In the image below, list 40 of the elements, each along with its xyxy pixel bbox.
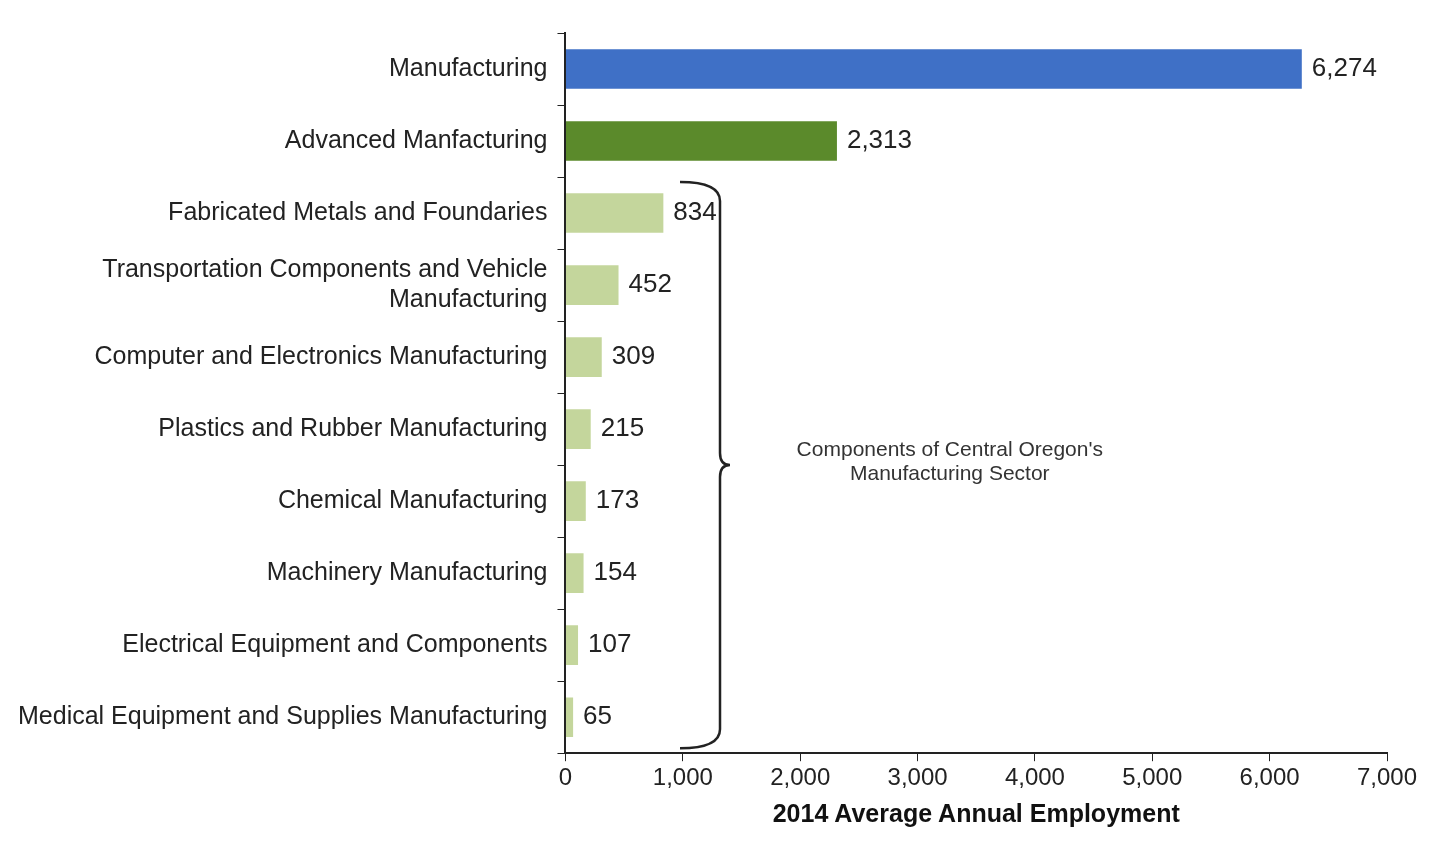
y-tick-label: Electrical Equipment and Components [122, 629, 548, 658]
x-tick-label: 0 [558, 763, 573, 791]
data-label: 154 [593, 556, 637, 587]
y-tick-label: Medical Equipment and Supplies Manufacturing [18, 701, 548, 730]
bar [565, 49, 1302, 89]
data-label: 215 [600, 412, 645, 443]
y-tick-label: Fabricated Metals and Foundaries [168, 196, 548, 225]
data-label: 452 [628, 268, 672, 299]
data-label: 173 [595, 484, 640, 515]
data-label: 834 [673, 196, 717, 227]
y-tick-label: Manufacturing [389, 52, 548, 81]
y-tick-label: Computer and Electronics Manufacturing [94, 340, 548, 369]
data-label: 2,313 [846, 124, 913, 155]
annotation: Components of Central Oregon's Manufacturing Sector [795, 437, 1104, 486]
x-tick-label: 7,000 [1356, 763, 1418, 791]
bar [565, 337, 602, 377]
data-label: 65 [583, 700, 613, 731]
data-label: 107 [588, 628, 632, 659]
y-tick-label: Transportation Components and Vehicle Manufacturing [102, 253, 548, 312]
bar [565, 409, 591, 449]
bar [565, 625, 579, 665]
y-tick-label: Advanced Manfacturing [284, 124, 548, 153]
bar [565, 553, 584, 593]
bar [565, 193, 664, 233]
data-label: 6,274 [1311, 52, 1377, 83]
x-tick-label: 1,000 [652, 763, 713, 791]
x-tick-label: 4,000 [1004, 763, 1065, 791]
bar [565, 697, 574, 737]
x-tick-label: 6,000 [1239, 763, 1300, 791]
x-tick-label: 3,000 [887, 763, 948, 791]
bar [565, 481, 586, 521]
x-tick-label: 5,000 [1122, 763, 1183, 791]
bar [565, 265, 619, 305]
x-tick-label: 2,000 [770, 763, 831, 791]
y-tick-label: Plastics and Rubber Manufacturing [158, 413, 548, 441]
x-axis-title: 2014 Average Annual Employment [772, 798, 1181, 827]
data-label: 309 [611, 340, 656, 371]
y-tick-label: Chemical Manufacturing [277, 485, 548, 514]
y-tick-label: Machinery Manufacturing [266, 557, 548, 586]
bar [565, 121, 837, 161]
